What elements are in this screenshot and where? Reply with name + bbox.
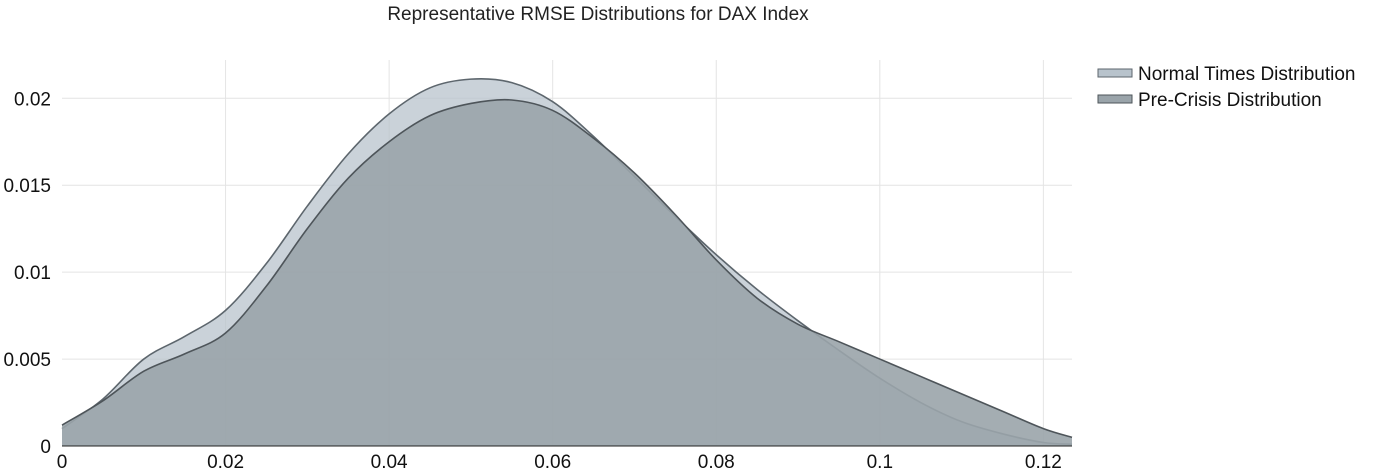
chart-title: Representative RMSE Distributions for DA… [387,4,809,25]
legend-label-1: Pre-Crisis Distribution [1138,90,1322,111]
legend-label-0: Normal Times Distribution [1138,64,1356,85]
x-tick-label: 0.1 [867,452,893,471]
x-tick-label: 0.12 [1025,452,1062,471]
y-tick-label: 0 [40,437,51,458]
legend: Normal Times Distribution Pre-Crisis Dist… [1097,64,1356,111]
series-area-1 [62,99,1072,446]
x-tick-label: 0.04 [371,452,408,471]
legend-swatch-1 [1097,94,1133,104]
y-tick-label: 0.015 [3,176,51,197]
legend-swatch-0 [1097,68,1133,78]
y-tick-label: 0.01 [14,263,51,284]
x-tick-label: 0.08 [698,452,735,471]
series-line-1 [61,98,1073,439]
plot-areas [61,77,1073,446]
axes: 0 0.02 0.04 0.06 0.08 0.1 0.12 0 0.005 0.01 0.015 0… [3,89,1072,471]
y-tick-label: 0.005 [3,350,51,371]
x-tick-label: 0.02 [207,452,244,471]
y-tick-label: 0.02 [14,89,51,110]
x-tick-label: 0 [57,452,68,471]
x-tick-label: 0.06 [534,452,571,471]
